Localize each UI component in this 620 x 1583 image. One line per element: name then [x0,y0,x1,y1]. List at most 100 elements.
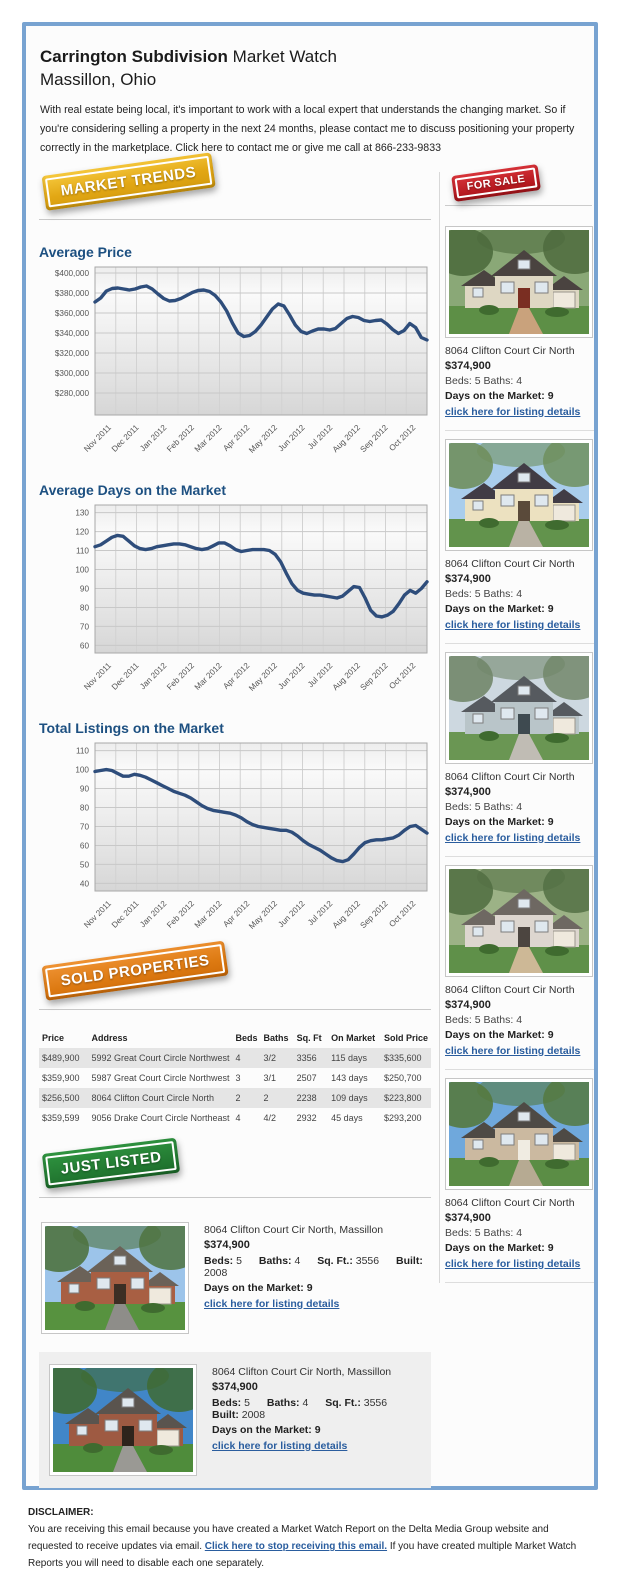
column-header-on-market: On Market [331,1032,376,1043]
table-row: $359,599 9056 Drake Court Circle Northeas… [39,1108,431,1128]
column-header-sold-price: Sold Price [383,1032,428,1043]
table-header-row: Price Address Beds Baths Sq. Ft On Marke… [39,1028,431,1048]
listing-details-link[interactable]: click here for listing details [445,405,581,418]
svg-text:Jun 2012: Jun 2012 [276,422,307,453]
listing-details-link[interactable]: click here for listing details [212,1439,348,1452]
listing-details-link[interactable]: click here for listing details [445,831,581,844]
spec-value: 5 [244,1396,250,1409]
chart-total-listings: 110 100 90 80 70 60 50 40 Nov 2011 Dec 2011 Jan 20… [39,740,431,944]
listing-specs: Beds: 5 Baths: 4 Sq. Ft.: 3556 Built: 20… [204,1255,429,1279]
for-sale-card: 8064 Clifton Court Cir North $374,900 Be… [445,1070,594,1283]
chart-average-days-on-market: 130 120 110 100 90 80 70 60 Nov 2011 Dec 2011 Jan … [39,502,431,706]
just-listed-item: 8064 Clifton Court Cir North, Massillon … [39,1218,431,1338]
for-sale-card: 8064 Clifton Court Cir North $374,900 Be… [445,644,594,857]
listing-details-link[interactable]: click here for listing details [445,618,581,631]
spec-label: Sq. Ft.: [317,1254,353,1267]
listing-days-on-market: Days on the Market: 9 [445,389,554,402]
cell-sqft: 2932 [296,1112,317,1123]
svg-text:Sep 2012: Sep 2012 [359,898,390,929]
spec-built: Built: 2008 [204,1255,423,1279]
cell-price: $256,500 [42,1092,80,1103]
svg-text:Dec 2011: Dec 2011 [110,660,141,691]
main-column: MARKET TRENDS Average Price $400,000 $380… [39,152,431,1488]
svg-text:$300,000: $300,000 [55,369,90,378]
content-columns: MARKET TRENDS Average Price $400,000 $380… [26,152,594,1488]
column-header-sqft: Sq. Ft [296,1032,322,1043]
table-row: $489,900 5992 Great Court Circle Northwes… [39,1047,431,1068]
svg-text:$360,000: $360,000 [55,309,90,318]
listing-details-link[interactable]: click here for listing details [445,1257,581,1270]
cell-address: 9056 Drake Court Circle Northeast [91,1112,230,1123]
column-header-baths: Baths [263,1032,289,1043]
cell-on-market: 115 days [331,1052,368,1063]
cell-price: $359,900 [42,1072,80,1083]
spec-built: Built: 2008 [212,1409,265,1421]
svg-text:Jun 2012: Jun 2012 [276,898,307,929]
unsubscribe-link[interactable]: Click here to stop receiving this email. [204,1541,388,1552]
listing-price: $374,900 [445,785,491,798]
spec-value: 3556 [355,1254,380,1267]
svg-text:50: 50 [80,860,90,869]
disclaimer-text: You are receiving this email because you… [28,1521,594,1572]
spec-sqft: Sq. Ft.: 3556 [325,1397,387,1409]
disclaimer: DISCLAIMER: You are receiving this email… [28,1504,594,1572]
svg-text:May 2012: May 2012 [247,422,279,454]
svg-text:Aug 2012: Aug 2012 [331,660,362,691]
listing-price: $374,900 [204,1238,250,1251]
cell-sold-price: $223,800 [383,1092,422,1103]
cell-sqft: 2238 [296,1092,317,1103]
svg-text:60: 60 [80,841,90,850]
spec-baths: Baths: 4 [267,1397,308,1409]
svg-text:80: 80 [80,603,90,612]
cell-sqft: 3356 [296,1052,317,1063]
listing-days-on-market: Days on the Market: 9 [445,602,554,615]
table-row: $256,500 8064 Clifton Court Circle North 2… [39,1087,431,1108]
svg-text:Dec 2011: Dec 2011 [110,898,141,929]
for-sale-card: 8064 Clifton Court Cir North $374,900 Be… [445,857,594,1070]
svg-text:Oct 2012: Oct 2012 [387,422,417,452]
cell-sold-price: $250,700 [383,1072,422,1083]
disclaimer-text-after: If you have created multiple Market Watc… [28,1541,577,1569]
cell-beds: 4 [235,1112,241,1123]
page-title-suffix: Market Watch [227,47,337,66]
svg-text:$380,000: $380,000 [55,289,90,298]
listing-address: 8064 Clifton Court Cir North, Massillon [204,1223,384,1236]
listing-days-on-market: Days on the Market: 9 [445,815,554,828]
listing-price: $374,900 [445,359,491,372]
chart-title-average-price: Average Price [39,243,132,260]
disclaimer-heading: DISCLAIMER: [28,1507,94,1518]
spec-sqft: Sq. Ft.: 3556 [317,1255,379,1267]
listing-beds-baths: Beds: 5 Baths: 4 [445,800,523,813]
listing-details-link[interactable]: click here for listing details [445,1044,581,1057]
just-listed-badge: JUST LISTED [41,1137,181,1189]
chart-title-average-days: Average Days on the Market [39,481,226,498]
property-photo [445,1077,593,1190]
column-header-beds: Beds [235,1032,258,1043]
for-sale-sidebar: FOR SALE 8064 Clifton Court Cir North $3… [439,163,594,1283]
for-sale-badge-label: FOR SALE [454,166,538,199]
spec-value: 4 [302,1396,309,1409]
svg-text:$280,000: $280,000 [55,389,90,398]
cell-beds: 3 [235,1072,241,1083]
svg-text:Jan 2012: Jan 2012 [138,422,169,453]
spec-label: Beds: [212,1396,242,1409]
svg-text:$400,000: $400,000 [55,269,90,278]
listing-details-link[interactable]: click here for listing details [204,1297,340,1310]
listing-days-on-market: Days on the Market: 9 [445,1028,554,1041]
svg-text:Sep 2012: Sep 2012 [359,660,390,691]
spec-label: Sq. Ft.: [325,1396,361,1409]
svg-text:Mar 2012: Mar 2012 [193,422,224,453]
spec-label: Baths: [258,1254,292,1267]
svg-text:90: 90 [80,584,90,593]
listing-days-on-market: Days on the Market: 9 [204,1281,313,1294]
disclaimer-text-before: You are receiving this email because you… [28,1524,549,1552]
column-header-price: Price [42,1032,65,1043]
listing-price: $374,900 [445,572,491,585]
svg-text:Feb 2012: Feb 2012 [165,898,196,929]
spec-label: Built: [212,1408,239,1421]
listing-price: $374,900 [445,1211,491,1224]
svg-text:Nov 2011: Nov 2011 [82,660,113,691]
svg-text:May 2012: May 2012 [247,660,279,692]
for-sale-card: 8064 Clifton Court Cir North $374,900 Be… [445,218,594,431]
sold-properties-section-head: SOLD PROPERTIES [39,940,431,1020]
